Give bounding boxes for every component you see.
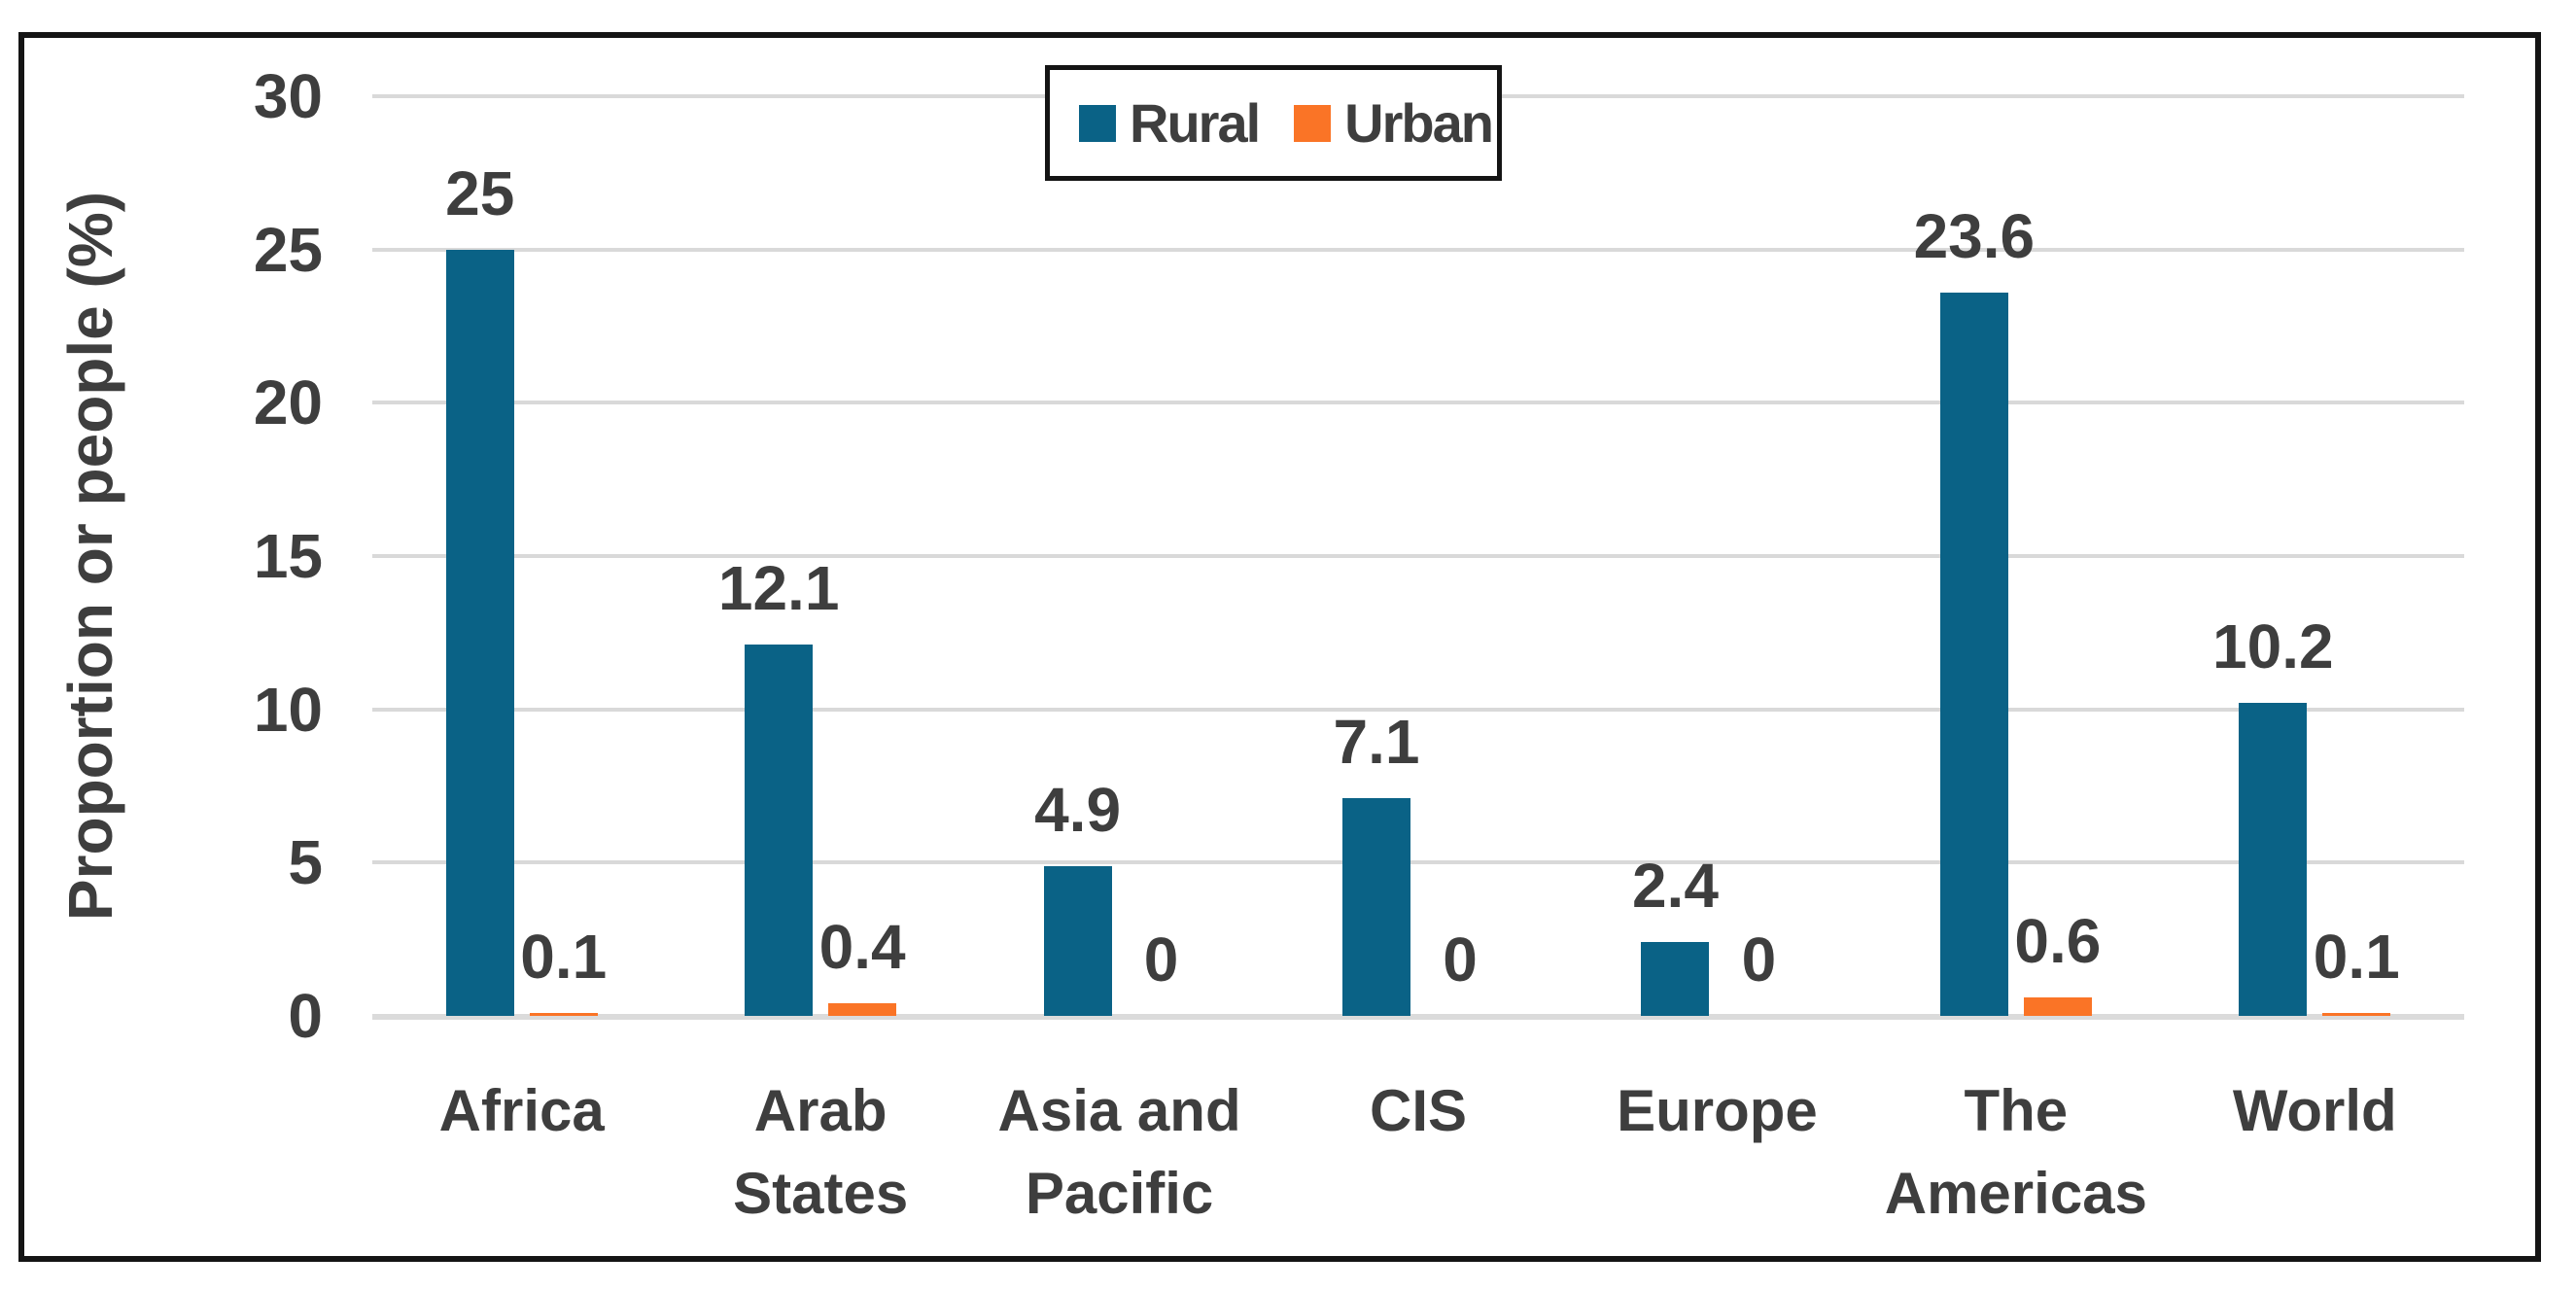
x-label-asia-and-pacific: Asia and Pacific [997, 1078, 1241, 1226]
value-label-urban-africa: 0.1 [520, 922, 608, 992]
x-label-the-americas: The Americas [1884, 1078, 2147, 1226]
bar-rural-world [2239, 703, 2308, 1016]
bar-urban-the-americas [2023, 997, 2092, 1016]
value-label-urban-arab-states: 0.4 [818, 912, 906, 982]
value-label-rural-europe: 2.4 [1631, 851, 1719, 921]
y-tick-5: 5 [288, 827, 323, 898]
bar-urban-world [2322, 1013, 2391, 1016]
bar-urban-arab-states [828, 1003, 897, 1016]
gridline-25 [372, 247, 2464, 252]
bar-rural-arab-states [745, 645, 814, 1016]
x-label-africa: Africa [438, 1078, 605, 1143]
y-tick-30: 30 [253, 61, 323, 132]
value-label-urban-cis: 0 [1443, 925, 1478, 994]
legend-label-rural: Rural [1130, 92, 1261, 154]
bar-rural-asia-and-pacific [1043, 866, 1112, 1016]
value-label-rural-world: 10.2 [2212, 611, 2334, 681]
urban-swatch-icon [1294, 104, 1332, 142]
legend-item-rural: Rural [1079, 91, 1261, 155]
value-label-urban-world: 0.1 [2313, 922, 2400, 992]
value-label-rural-africa: 25 [445, 158, 515, 228]
y-tick-10: 10 [253, 674, 323, 745]
value-label-urban-the-americas: 0.6 [2014, 906, 2102, 976]
value-label-rural-the-americas: 23.6 [1913, 201, 2036, 271]
value-label-rural-asia-and-pacific: 4.9 [1034, 775, 1122, 845]
rural-swatch-icon [1079, 104, 1116, 142]
gridline-20 [372, 401, 2464, 405]
value-label-rural-arab-states: 12.1 [717, 553, 840, 623]
y-tick-25: 25 [253, 214, 323, 285]
y-tick-15: 15 [253, 521, 323, 592]
value-label-urban-asia-and-pacific: 0 [1143, 925, 1179, 994]
x-label-world: World [2232, 1078, 2397, 1143]
x-axis-line [372, 1014, 2464, 1020]
gridline-10 [372, 707, 2464, 712]
x-label-europe: Europe [1617, 1078, 1818, 1143]
legend: Rural Urban [1045, 65, 1502, 181]
x-label-arab-states: Arab States [733, 1078, 909, 1226]
x-label-cis: CIS [1369, 1078, 1468, 1143]
value-label-rural-cis: 7.1 [1333, 707, 1420, 777]
y-tick-0: 0 [288, 981, 323, 1051]
bar-rural-the-americas [1939, 293, 2008, 1016]
gridline-15 [372, 554, 2464, 559]
bar-rural-cis [1342, 798, 1410, 1016]
gridline-5 [372, 860, 2464, 865]
y-tick-20: 20 [253, 367, 323, 438]
legend-label-urban: Urban [1344, 92, 1494, 154]
y-axis-title: Proportion or people (%) [55, 191, 125, 922]
bar-rural-europe [1641, 942, 1710, 1016]
bar-urban-africa [529, 1013, 598, 1016]
value-label-urban-europe: 0 [1741, 925, 1777, 994]
bar-rural-africa [445, 250, 514, 1016]
legend-item-urban: Urban [1294, 91, 1494, 155]
